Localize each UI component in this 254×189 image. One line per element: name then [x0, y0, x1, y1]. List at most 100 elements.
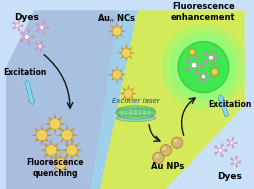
Polygon shape — [127, 87, 135, 95]
Circle shape — [112, 70, 122, 79]
Circle shape — [161, 25, 246, 110]
Circle shape — [35, 48, 38, 50]
Polygon shape — [54, 122, 63, 132]
Polygon shape — [40, 135, 44, 146]
Circle shape — [42, 20, 45, 24]
Circle shape — [174, 139, 177, 143]
Polygon shape — [42, 133, 53, 137]
Circle shape — [61, 129, 73, 141]
Circle shape — [36, 29, 39, 32]
Circle shape — [211, 62, 215, 66]
Circle shape — [112, 26, 122, 36]
Circle shape — [235, 165, 238, 167]
Polygon shape — [128, 92, 138, 95]
Circle shape — [20, 31, 23, 35]
Polygon shape — [56, 133, 67, 137]
Polygon shape — [188, 51, 193, 56]
Circle shape — [230, 141, 233, 144]
Circle shape — [20, 39, 23, 43]
Polygon shape — [127, 84, 130, 94]
Polygon shape — [214, 71, 219, 77]
Polygon shape — [71, 142, 80, 152]
Polygon shape — [40, 124, 44, 135]
Polygon shape — [54, 116, 63, 125]
Polygon shape — [66, 134, 75, 143]
Circle shape — [18, 29, 20, 31]
Polygon shape — [34, 127, 43, 136]
Circle shape — [191, 63, 197, 68]
Polygon shape — [210, 67, 215, 73]
Circle shape — [153, 152, 164, 163]
Polygon shape — [50, 142, 59, 152]
Polygon shape — [116, 25, 124, 32]
Polygon shape — [59, 163, 63, 175]
Circle shape — [186, 59, 190, 63]
Circle shape — [27, 29, 31, 33]
Polygon shape — [191, 52, 193, 58]
Polygon shape — [53, 112, 57, 124]
Polygon shape — [125, 53, 128, 62]
Polygon shape — [40, 148, 51, 152]
Polygon shape — [65, 124, 69, 135]
FancyArrow shape — [218, 95, 229, 117]
Circle shape — [36, 129, 47, 141]
Circle shape — [27, 41, 31, 45]
Polygon shape — [59, 156, 69, 165]
Circle shape — [40, 40, 43, 43]
Polygon shape — [117, 51, 126, 55]
Text: Fluorescence
enhancement: Fluorescence enhancement — [171, 2, 236, 22]
Circle shape — [160, 145, 171, 156]
Circle shape — [21, 24, 23, 27]
Polygon shape — [6, 10, 138, 189]
Polygon shape — [110, 68, 118, 76]
Polygon shape — [116, 68, 124, 76]
Polygon shape — [214, 65, 216, 72]
Circle shape — [214, 145, 217, 149]
Polygon shape — [55, 122, 66, 126]
Text: Au NPs: Au NPs — [151, 162, 184, 171]
Circle shape — [170, 33, 237, 101]
Polygon shape — [64, 149, 73, 158]
Circle shape — [232, 146, 234, 149]
Polygon shape — [120, 52, 128, 60]
Circle shape — [218, 148, 222, 152]
Circle shape — [25, 35, 29, 39]
Circle shape — [204, 60, 208, 63]
Circle shape — [216, 56, 219, 60]
Polygon shape — [64, 142, 73, 152]
Polygon shape — [192, 51, 198, 53]
Circle shape — [227, 139, 229, 141]
Polygon shape — [214, 72, 216, 78]
Circle shape — [220, 154, 224, 157]
Polygon shape — [66, 127, 75, 136]
Text: Dyes: Dyes — [14, 13, 39, 22]
Circle shape — [201, 75, 205, 79]
Circle shape — [49, 118, 61, 129]
Text: Dyes: Dyes — [217, 172, 242, 181]
Circle shape — [203, 70, 207, 73]
Polygon shape — [65, 135, 69, 146]
Circle shape — [197, 78, 200, 81]
Polygon shape — [110, 30, 118, 38]
Circle shape — [55, 158, 66, 169]
Circle shape — [66, 145, 77, 156]
Polygon shape — [186, 51, 192, 53]
Polygon shape — [61, 148, 72, 152]
Circle shape — [12, 27, 15, 30]
Circle shape — [36, 22, 39, 26]
Polygon shape — [115, 22, 119, 31]
Circle shape — [18, 20, 20, 22]
Circle shape — [186, 67, 190, 72]
Polygon shape — [108, 29, 117, 33]
Polygon shape — [70, 150, 74, 162]
Circle shape — [234, 160, 237, 163]
FancyArrow shape — [25, 81, 35, 105]
Circle shape — [189, 49, 195, 55]
Text: Fluorescence
quenching: Fluorescence quenching — [26, 158, 84, 178]
Polygon shape — [71, 149, 80, 158]
Circle shape — [214, 152, 217, 155]
Polygon shape — [53, 124, 57, 135]
Circle shape — [224, 149, 228, 152]
Circle shape — [235, 141, 237, 144]
Polygon shape — [214, 67, 219, 73]
